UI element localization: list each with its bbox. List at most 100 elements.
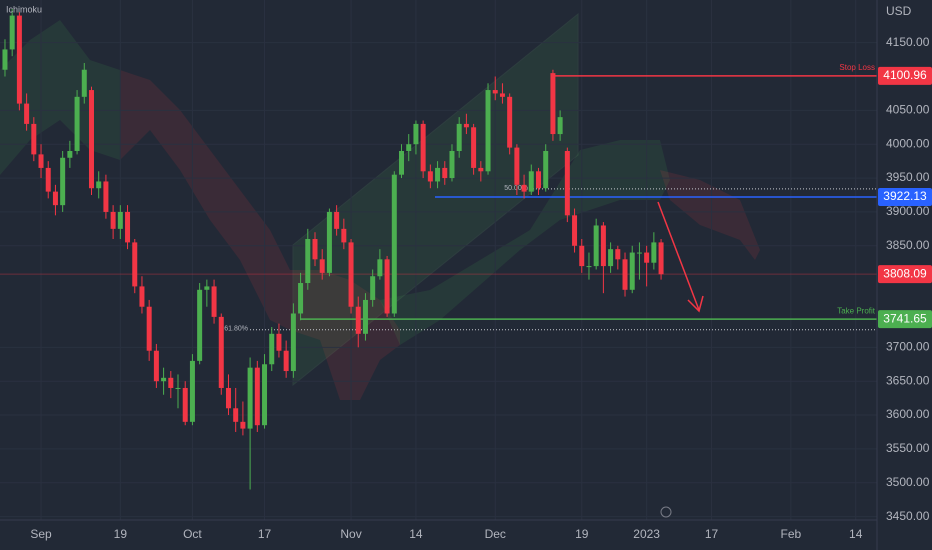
candle-body xyxy=(16,15,22,104)
indicator-label: Ichimoku xyxy=(6,4,42,14)
candle-body xyxy=(67,150,73,158)
candle-body xyxy=(355,306,361,334)
y-tick-label: 3900.00 xyxy=(886,204,930,218)
price-label-box xyxy=(878,66,932,85)
candle-body xyxy=(348,242,354,307)
fib-label: 61.80% xyxy=(224,326,248,333)
cloud-red xyxy=(660,170,760,260)
candle-body xyxy=(139,286,145,307)
candle-body xyxy=(420,123,426,172)
level-name: Take Profit xyxy=(837,306,876,315)
x-tick-label: Oct xyxy=(183,527,202,541)
y-tick-label: 3600.00 xyxy=(886,407,930,421)
axes: 4150.00 4050.00 4000.00 3950.00 3900.00 3850.… xyxy=(30,35,932,541)
candle-body xyxy=(406,144,412,151)
x-tick-label: Dec xyxy=(485,527,506,541)
y-tick-label: 3450.00 xyxy=(886,509,930,523)
candle-body xyxy=(88,90,94,189)
candle-body xyxy=(471,127,477,168)
x-tick-label: Nov xyxy=(340,527,361,541)
candle-body xyxy=(370,276,376,300)
x-tick-label: 19 xyxy=(575,527,589,541)
candle-body xyxy=(182,387,188,422)
candle-body xyxy=(168,377,174,388)
candle-body xyxy=(341,228,347,243)
cloud-green xyxy=(380,140,670,345)
candle-body xyxy=(651,242,657,263)
candle-body xyxy=(283,350,289,372)
candle-body xyxy=(456,123,462,151)
candle-body xyxy=(622,259,628,290)
candle-body xyxy=(298,283,304,314)
candle-body xyxy=(377,259,383,277)
candle-body xyxy=(557,117,563,135)
candle-body xyxy=(312,239,318,260)
fib-label: 50.00% xyxy=(504,185,528,192)
candle-body xyxy=(81,69,87,97)
candle-body xyxy=(507,96,513,148)
candle-body xyxy=(96,181,102,189)
y-tick-label: 4000.00 xyxy=(886,136,930,150)
candle-body xyxy=(478,167,484,172)
candle-body xyxy=(413,123,419,145)
price-label: 3808.09 xyxy=(883,266,927,280)
y-tick-label: 3500.00 xyxy=(886,475,930,489)
x-tick-label: 2023 xyxy=(633,527,660,541)
x-tick-label: 17 xyxy=(258,527,272,541)
candle-body xyxy=(615,249,621,260)
candle-body xyxy=(463,123,469,128)
candle-body xyxy=(535,171,541,189)
candle-body xyxy=(629,252,635,290)
candle-body xyxy=(528,171,534,192)
candle-body xyxy=(204,286,210,290)
candle-body xyxy=(233,408,239,422)
candle-body xyxy=(550,73,556,135)
candle-body xyxy=(586,266,592,268)
candle-body xyxy=(225,387,231,409)
price-label-box xyxy=(878,187,932,206)
y-tick-label: 3650.00 xyxy=(886,373,930,387)
y-tick-label: 3950.00 xyxy=(886,170,930,184)
candle-body xyxy=(485,90,491,172)
candle-body xyxy=(305,239,311,284)
event-icon xyxy=(660,506,672,518)
candle-body xyxy=(269,333,275,365)
candle-body xyxy=(543,150,549,189)
candle-body xyxy=(240,421,246,429)
y-tick-label: 4050.00 xyxy=(886,103,930,117)
candle-body xyxy=(218,316,224,388)
candle-body xyxy=(442,167,448,179)
candle-body xyxy=(564,150,570,216)
candle-body xyxy=(334,211,340,229)
candle-body xyxy=(45,167,51,192)
candle-body xyxy=(658,242,664,275)
candle-body xyxy=(52,191,58,206)
price-label-box xyxy=(878,265,932,284)
candle-body xyxy=(262,364,268,426)
candle-body xyxy=(125,211,131,243)
candle-body xyxy=(593,225,599,267)
candle-body xyxy=(2,49,8,70)
candle-body xyxy=(24,103,30,124)
price-label: 4100.96 xyxy=(883,68,927,82)
candle-body xyxy=(117,211,123,229)
candle-body xyxy=(290,313,296,372)
candle-body xyxy=(435,167,441,182)
x-tick-label: 14 xyxy=(409,527,423,541)
candle-body xyxy=(362,299,368,334)
candle-body xyxy=(197,289,203,361)
candle-body xyxy=(492,90,498,94)
candle-body xyxy=(31,123,37,155)
candle-body xyxy=(110,211,116,229)
x-tick-label: 19 xyxy=(114,527,128,541)
level-name: Stop Loss xyxy=(839,63,875,72)
candle-body xyxy=(146,306,152,351)
candle-body xyxy=(189,360,195,422)
candle-body xyxy=(211,286,217,317)
y-tick-label: 3700.00 xyxy=(886,340,930,354)
candle-body xyxy=(9,15,15,50)
candle-body xyxy=(276,333,282,351)
candle-body xyxy=(427,171,433,182)
